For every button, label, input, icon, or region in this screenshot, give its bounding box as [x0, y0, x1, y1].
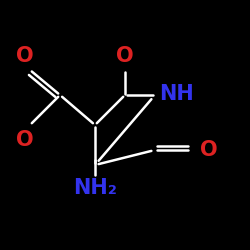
- Text: O: O: [16, 130, 34, 150]
- Text: O: O: [116, 46, 134, 66]
- Text: NH₂: NH₂: [73, 178, 117, 198]
- Text: O: O: [16, 46, 34, 66]
- Text: NH: NH: [159, 84, 194, 104]
- Text: O: O: [200, 140, 218, 160]
